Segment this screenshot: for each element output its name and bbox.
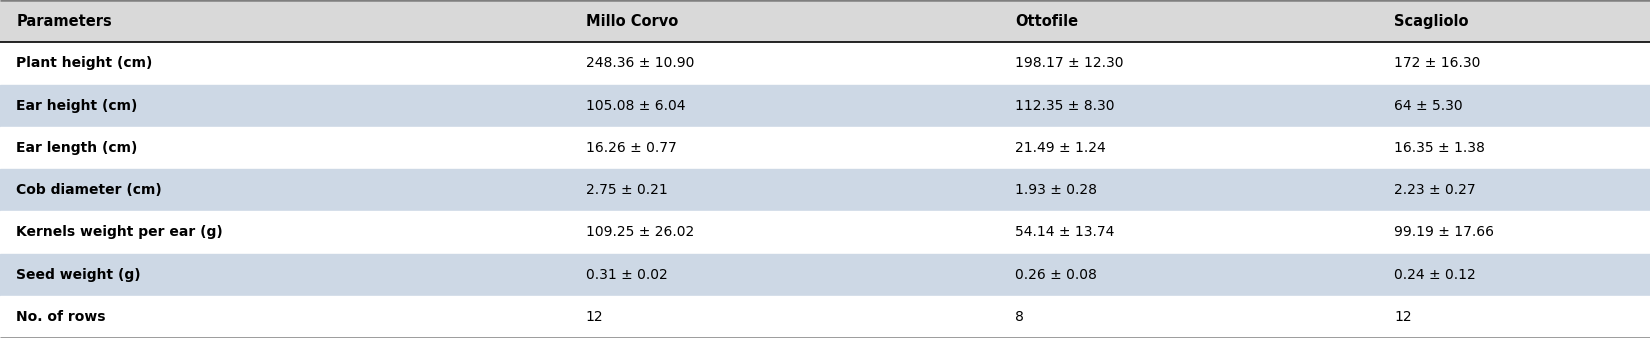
Text: 16.26 ± 0.77: 16.26 ± 0.77 bbox=[586, 141, 676, 155]
Text: Seed weight (g): Seed weight (g) bbox=[16, 268, 142, 282]
Bar bbox=[0, 169, 1650, 211]
Bar bbox=[0, 254, 1650, 296]
Text: 2.23 ± 0.27: 2.23 ± 0.27 bbox=[1394, 183, 1475, 197]
Bar bbox=[0, 42, 1650, 84]
Text: 8: 8 bbox=[1015, 310, 1023, 324]
Text: 54.14 ± 13.74: 54.14 ± 13.74 bbox=[1015, 225, 1114, 239]
Bar bbox=[0, 296, 1650, 338]
Text: Millo Corvo: Millo Corvo bbox=[586, 14, 678, 29]
Text: Parameters: Parameters bbox=[16, 14, 112, 29]
Text: 198.17 ± 12.30: 198.17 ± 12.30 bbox=[1015, 56, 1124, 70]
Text: Kernels weight per ear (g): Kernels weight per ear (g) bbox=[16, 225, 223, 239]
Text: 12: 12 bbox=[586, 310, 604, 324]
Text: Ottofile: Ottofile bbox=[1015, 14, 1077, 29]
Text: 12: 12 bbox=[1394, 310, 1412, 324]
Text: 0.31 ± 0.02: 0.31 ± 0.02 bbox=[586, 268, 668, 282]
Text: 112.35 ± 8.30: 112.35 ± 8.30 bbox=[1015, 99, 1114, 113]
Text: Cob diameter (cm): Cob diameter (cm) bbox=[16, 183, 162, 197]
Text: 172 ± 16.30: 172 ± 16.30 bbox=[1394, 56, 1480, 70]
Text: 248.36 ± 10.90: 248.36 ± 10.90 bbox=[586, 56, 695, 70]
Text: 1.93 ± 0.28: 1.93 ± 0.28 bbox=[1015, 183, 1097, 197]
Text: 21.49 ± 1.24: 21.49 ± 1.24 bbox=[1015, 141, 1106, 155]
Text: 0.24 ± 0.12: 0.24 ± 0.12 bbox=[1394, 268, 1477, 282]
Bar bbox=[0, 211, 1650, 254]
Text: Plant height (cm): Plant height (cm) bbox=[16, 56, 153, 70]
Text: 64 ± 5.30: 64 ± 5.30 bbox=[1394, 99, 1464, 113]
Bar bbox=[0, 0, 1650, 42]
Text: Ear length (cm): Ear length (cm) bbox=[16, 141, 139, 155]
Text: No. of rows: No. of rows bbox=[16, 310, 106, 324]
Text: Scagliolo: Scagliolo bbox=[1394, 14, 1468, 29]
Text: 99.19 ± 17.66: 99.19 ± 17.66 bbox=[1394, 225, 1495, 239]
Text: 109.25 ± 26.02: 109.25 ± 26.02 bbox=[586, 225, 695, 239]
Bar bbox=[0, 127, 1650, 169]
Bar bbox=[0, 84, 1650, 127]
Text: Ear height (cm): Ear height (cm) bbox=[16, 99, 139, 113]
Text: 105.08 ± 6.04: 105.08 ± 6.04 bbox=[586, 99, 685, 113]
Text: 16.35 ± 1.38: 16.35 ± 1.38 bbox=[1394, 141, 1485, 155]
Text: 0.26 ± 0.08: 0.26 ± 0.08 bbox=[1015, 268, 1097, 282]
Text: 2.75 ± 0.21: 2.75 ± 0.21 bbox=[586, 183, 668, 197]
